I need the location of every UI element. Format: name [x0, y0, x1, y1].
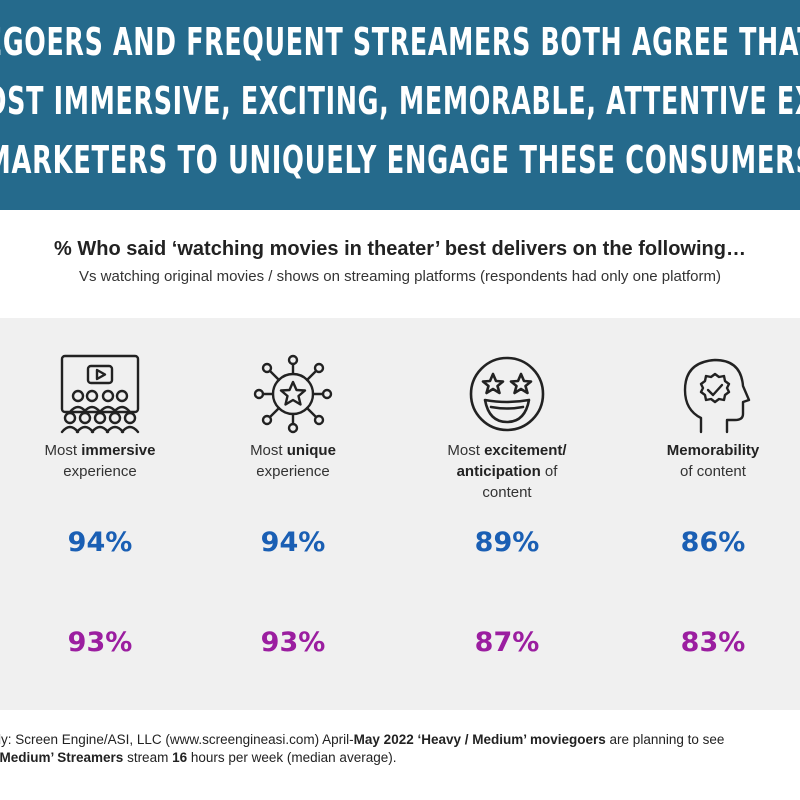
- series-1-value: 86%: [680, 527, 746, 558]
- header-line-1: EGOERS AND FREQUENT STREAMERS BOTH AGREE…: [0, 20, 800, 64]
- series-2-value: 93%: [67, 627, 133, 658]
- series-2-value: 83%: [680, 627, 746, 658]
- series-2-value: 87%: [474, 627, 540, 658]
- category-label: Memorability of content: [666, 442, 760, 480]
- column-unique: Most unique experience 94% 93%: [193, 318, 393, 710]
- header-banner: EGOERS AND FREQUENT STREAMERS BOTH AGREE…: [0, 0, 800, 210]
- footer-line-2: / Medium’ Streamers stream 16 hours per …: [0, 750, 397, 765]
- series-1-value: 94%: [67, 527, 133, 558]
- star-network-icon: [253, 354, 333, 434]
- stats-panel: Most immersive experience 94% 93% Most u…: [0, 318, 800, 710]
- series-2-value: 93%: [260, 627, 326, 658]
- footer-line-1: udy: Screen Engine/ASI, LLC (www.screeng…: [0, 732, 725, 747]
- column-immersive: Most immersive experience 94% 93%: [0, 318, 200, 710]
- column-excitement: Most excitement/ anticipation of content…: [407, 318, 607, 710]
- chart-subtitle: Vs watching original movies / shows on s…: [79, 268, 721, 285]
- audience-screen-icon: [60, 354, 140, 434]
- chart-title: % Who said ‘watching movies in theater’ …: [54, 238, 746, 260]
- column-memorability: Memorability of content 86% 83%: [613, 318, 800, 710]
- category-label: Most excitement/ anticipation of content: [447, 442, 567, 501]
- header-line-3: MARKETERS TO UNIQUELY ENGAGE THESE CONSU…: [0, 138, 800, 182]
- category-label: Most immersive experience: [44, 442, 156, 480]
- head-checkmark-icon: [683, 358, 751, 434]
- series-1-value: 89%: [474, 527, 540, 558]
- star-eyes-face-icon: [469, 356, 545, 432]
- category-label: Most unique experience: [250, 442, 336, 480]
- header-line-2: OST IMMERSIVE, EXCITING, MEMORABLE, ATTE…: [0, 79, 800, 123]
- footer-source: udy: Screen Engine/ASI, LLC (www.screeng…: [0, 730, 800, 800]
- series-1-value: 94%: [260, 527, 326, 558]
